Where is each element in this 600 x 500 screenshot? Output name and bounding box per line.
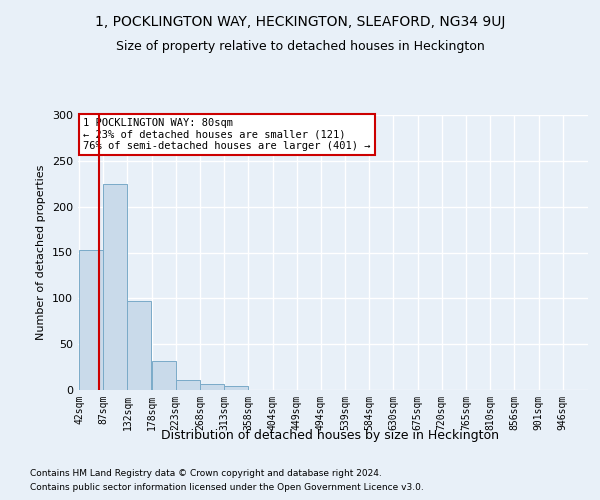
Text: Distribution of detached houses by size in Heckington: Distribution of detached houses by size … xyxy=(161,428,499,442)
Bar xyxy=(200,384,224,390)
Text: Size of property relative to detached houses in Heckington: Size of property relative to detached ho… xyxy=(116,40,484,53)
Bar xyxy=(224,386,248,390)
Text: Contains HM Land Registry data © Crown copyright and database right 2024.: Contains HM Land Registry data © Crown c… xyxy=(30,468,382,477)
Bar xyxy=(127,301,151,390)
Text: 1 POCKLINGTON WAY: 80sqm
← 23% of detached houses are smaller (121)
76% of semi-: 1 POCKLINGTON WAY: 80sqm ← 23% of detach… xyxy=(83,118,371,151)
Text: Contains public sector information licensed under the Open Government Licence v3: Contains public sector information licen… xyxy=(30,484,424,492)
Y-axis label: Number of detached properties: Number of detached properties xyxy=(37,165,46,340)
Bar xyxy=(103,184,127,390)
Bar xyxy=(79,250,103,390)
Text: 1, POCKLINGTON WAY, HECKINGTON, SLEAFORD, NG34 9UJ: 1, POCKLINGTON WAY, HECKINGTON, SLEAFORD… xyxy=(95,15,505,29)
Bar xyxy=(152,360,176,390)
Bar xyxy=(176,380,200,390)
